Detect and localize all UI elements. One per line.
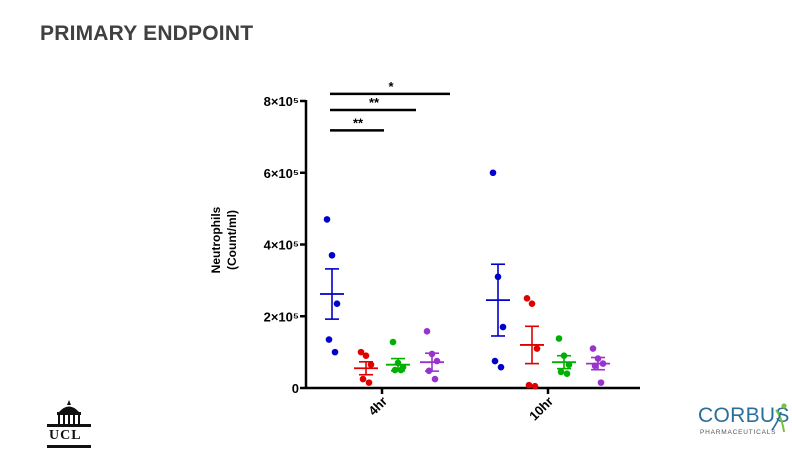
data-point xyxy=(328,251,336,259)
data-point xyxy=(528,300,536,307)
x-tick-label: 10hr xyxy=(526,394,556,424)
y-tick-label: 6×10⁵ xyxy=(264,166,299,181)
ucl-portico-icon xyxy=(47,400,91,448)
corbus-logo-name: CORBUS xyxy=(698,404,790,427)
data-point xyxy=(597,379,605,386)
significance-label: ** xyxy=(369,95,380,110)
data-point xyxy=(365,379,373,386)
page-title: PRIMARY ENDPOINT xyxy=(40,22,254,45)
y-tick-label: 4×10⁵ xyxy=(264,238,299,253)
y-axis-label-line2: (Count/ml) xyxy=(225,210,239,270)
data-point xyxy=(367,361,375,368)
data-point xyxy=(563,370,571,377)
data-point xyxy=(489,169,497,177)
corbus-logo-subtitle: PHARMACEUTICALS xyxy=(700,429,777,436)
data-point xyxy=(431,375,439,383)
data-point xyxy=(491,357,499,365)
significance-label: * xyxy=(388,79,394,94)
y-tick-label: 0 xyxy=(292,381,299,396)
data-point xyxy=(433,357,441,365)
data-point xyxy=(423,328,431,335)
y-tick-label: 2×10⁵ xyxy=(264,309,299,324)
y-tick-label: 8×10⁵ xyxy=(264,94,299,109)
data-point xyxy=(323,216,331,223)
data-point xyxy=(331,348,339,356)
significance-label: ** xyxy=(353,115,364,130)
corbus-figure-icon xyxy=(771,403,787,433)
data-point xyxy=(589,345,597,352)
data-point xyxy=(357,348,365,356)
data-point xyxy=(525,381,533,389)
data-point xyxy=(333,300,341,307)
data-point xyxy=(325,336,333,343)
data-point xyxy=(555,335,563,342)
y-axis-label-line1: Neutrophils xyxy=(209,206,223,273)
data-point xyxy=(533,345,541,352)
data-point xyxy=(362,352,370,360)
data-point xyxy=(531,382,539,390)
data-point xyxy=(389,338,397,346)
x-tick-label: 4hr xyxy=(365,394,390,419)
data-point xyxy=(557,368,565,376)
data-point xyxy=(359,375,367,383)
data-point xyxy=(523,295,531,302)
data-point xyxy=(497,363,505,371)
corbus-logo: CORBUS PHARMACEUTICALS xyxy=(698,400,790,446)
data-point xyxy=(499,323,507,331)
ucl-logo: UCL xyxy=(44,398,94,450)
ucl-logo-text: UCL xyxy=(49,428,82,443)
